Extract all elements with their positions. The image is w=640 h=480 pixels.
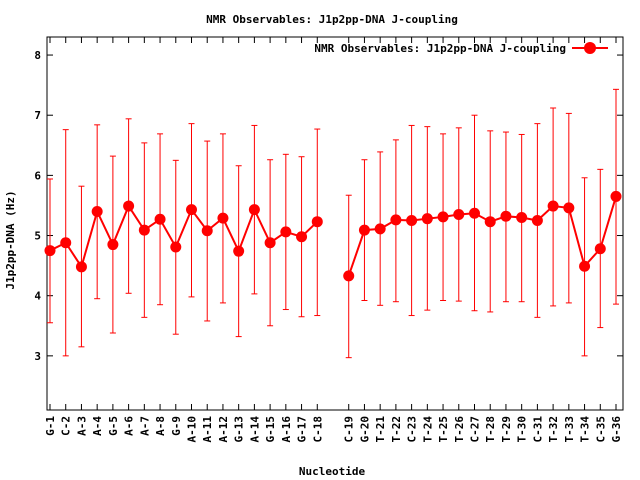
series-line xyxy=(347,196,617,277)
data-point xyxy=(484,216,496,228)
data-point xyxy=(374,223,386,235)
x-tick-label: C-18 xyxy=(311,416,324,443)
data-point xyxy=(280,226,292,238)
data-point xyxy=(610,190,622,202)
x-tick-label: T-33 xyxy=(563,416,576,443)
data-point xyxy=(75,261,87,273)
data-point xyxy=(406,214,418,226)
x-tick-label: G-13 xyxy=(233,416,246,443)
x-tick-label: A-8 xyxy=(154,416,167,436)
data-point xyxy=(390,214,402,226)
data-points xyxy=(44,190,622,282)
x-tick-label: A-16 xyxy=(280,416,293,443)
legend-marker xyxy=(584,42,596,54)
y-axis-label: J1p2pp-DNA (Hz) xyxy=(4,190,17,289)
y-tick-label: 3 xyxy=(34,350,41,363)
series-line xyxy=(49,203,318,270)
x-tick-label: T-24 xyxy=(421,416,434,443)
data-point xyxy=(91,205,103,217)
legend: NMR Observables: J1p2pp-DNA J-coupling xyxy=(314,42,608,55)
x-tick-label: C-35 xyxy=(594,416,607,443)
data-point xyxy=(154,213,166,225)
x-tick-label: A-12 xyxy=(217,416,230,443)
y-tick-label: 7 xyxy=(34,109,41,122)
x-tick-label: T-28 xyxy=(484,416,497,443)
x-tick-label: A-3 xyxy=(75,416,88,436)
y-tick-label: 8 xyxy=(34,49,41,62)
x-tick-label: A-6 xyxy=(123,416,136,436)
x-axis: G-1 C-2 A-3 A-4 G-5 A-6 A-7 A-8 G-9 A-10 A-11 A-12 G… xyxy=(44,37,623,443)
x-tick-label: T-21 xyxy=(374,416,387,443)
x-axis-label: Nucleotide xyxy=(299,465,366,478)
x-tick-label: C-23 xyxy=(406,416,419,443)
x-tick-label: A-11 xyxy=(201,416,214,443)
data-point xyxy=(248,204,260,216)
x-tick-label: T-34 xyxy=(579,416,592,443)
data-point xyxy=(311,216,323,228)
x-tick-label: T-32 xyxy=(547,416,560,443)
chart-title: NMR Observables: J1p2pp-DNA J-coupling xyxy=(206,13,458,26)
legend-label: NMR Observables: J1p2pp-DNA J-coupling xyxy=(314,42,566,55)
x-tick-label: T-26 xyxy=(453,416,466,443)
data-point xyxy=(547,200,559,212)
x-tick-label: T-30 xyxy=(516,416,529,443)
data-point xyxy=(264,237,276,249)
x-tick-label: T-22 xyxy=(390,416,403,443)
y-tick-label: 4 xyxy=(34,290,41,303)
x-tick-label: G-15 xyxy=(264,416,277,443)
data-point xyxy=(469,207,480,219)
data-point xyxy=(563,202,575,214)
x-tick-label: G-36 xyxy=(610,416,623,443)
x-tick-label: A-7 xyxy=(138,416,151,436)
x-tick-label: C-31 xyxy=(531,416,544,443)
data-point xyxy=(44,245,56,257)
data-point xyxy=(500,210,512,222)
x-tick-label: C-19 xyxy=(343,416,356,443)
y-tick-label: 6 xyxy=(34,169,41,182)
x-tick-label: G-9 xyxy=(170,416,183,436)
data-point xyxy=(138,224,150,236)
data-point xyxy=(453,208,465,220)
x-tick-label: C-2 xyxy=(60,416,73,436)
x-tick-label: T-29 xyxy=(500,416,513,443)
x-tick-label: G-5 xyxy=(107,416,120,436)
data-point xyxy=(594,243,606,255)
y-tick-label: 5 xyxy=(34,230,41,243)
data-point xyxy=(170,241,182,253)
x-tick-label: G-17 xyxy=(296,416,309,443)
x-tick-label: A-4 xyxy=(91,416,104,436)
x-tick-label: A-14 xyxy=(248,416,261,443)
data-point xyxy=(296,231,308,243)
data-point xyxy=(343,270,355,282)
x-tick-label: T-25 xyxy=(437,416,450,443)
data-point xyxy=(186,204,197,216)
plot-frame xyxy=(46,36,624,411)
y-axis: 3 4 5 6 7 8 xyxy=(34,49,623,363)
data-point xyxy=(217,212,229,224)
x-tick-label: A-10 xyxy=(186,416,199,443)
x-tick-label: C-27 xyxy=(469,416,482,443)
data-point xyxy=(123,200,135,212)
x-tick-label: G-1 xyxy=(44,416,57,436)
data-point xyxy=(201,225,213,237)
x-tick-label: G-20 xyxy=(358,416,371,443)
data-point xyxy=(233,245,245,257)
data-point xyxy=(358,224,370,236)
data-point xyxy=(531,214,543,226)
data-point xyxy=(60,237,72,249)
data-point xyxy=(516,211,528,223)
data-point xyxy=(579,260,591,272)
data-point xyxy=(437,211,449,223)
data-point xyxy=(421,213,433,225)
data-point xyxy=(107,239,119,251)
series-lines xyxy=(49,196,617,277)
